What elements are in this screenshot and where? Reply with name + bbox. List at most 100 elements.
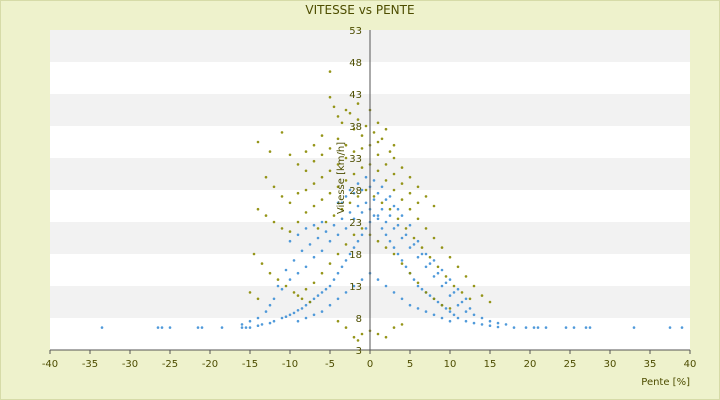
- point-series-2: [272, 220, 276, 224]
- point-series-2: [356, 339, 360, 342]
- point-series-1: [360, 278, 364, 281]
- point-series-2: [344, 326, 348, 329]
- point-series-1: [372, 179, 376, 182]
- point-series-1: [240, 323, 244, 326]
- point-series-1: [100, 326, 104, 329]
- point-series-1: [468, 307, 472, 310]
- point-series-2: [312, 143, 316, 147]
- point-series-2: [364, 188, 368, 192]
- point-series-2: [448, 307, 452, 310]
- point-series-2: [352, 172, 356, 176]
- point-series-1: [276, 284, 280, 288]
- x-tick-label: -30: [122, 359, 138, 370]
- x-axis-label: Pente [%]: [641, 377, 690, 388]
- point-series-1: [388, 214, 392, 217]
- point-series-2: [432, 204, 436, 208]
- point-series-1: [584, 326, 588, 329]
- point-series-2: [256, 297, 260, 301]
- point-series-1: [384, 233, 388, 237]
- point-series-1: [564, 326, 568, 329]
- point-series-1: [360, 188, 364, 192]
- point-series-2: [336, 319, 340, 323]
- point-series-1: [388, 239, 392, 243]
- point-series-2: [376, 121, 380, 125]
- point-series-1: [380, 185, 384, 189]
- point-series-2: [472, 284, 476, 288]
- point-series-1: [200, 326, 204, 329]
- point-series-2: [416, 281, 420, 285]
- point-series-2: [380, 137, 384, 141]
- point-series-1: [544, 326, 548, 329]
- point-series-1: [248, 319, 252, 323]
- point-series-1: [344, 195, 348, 198]
- point-series-2: [328, 169, 332, 173]
- point-series-2: [308, 300, 312, 304]
- point-series-1: [420, 287, 424, 291]
- point-series-2: [320, 134, 324, 137]
- y-tick-label: 18: [349, 250, 362, 261]
- point-series-2: [304, 169, 308, 173]
- point-series-2: [260, 262, 264, 265]
- y-tick-label: 48: [349, 58, 362, 69]
- y-tick-label: 38: [349, 122, 362, 133]
- point-series-1: [428, 294, 432, 297]
- point-series-1: [572, 326, 576, 329]
- point-series-1: [352, 191, 356, 195]
- point-series-2: [388, 207, 392, 211]
- point-series-1: [244, 326, 248, 329]
- point-series-1: [348, 211, 352, 214]
- point-series-2: [268, 150, 272, 153]
- point-series-2: [256, 140, 260, 144]
- data-points: [100, 70, 684, 342]
- point-series-1: [320, 310, 324, 313]
- point-series-2: [388, 150, 392, 153]
- y-tick-label: 53: [349, 26, 362, 37]
- point-series-2: [360, 227, 364, 230]
- point-series-1: [532, 326, 536, 329]
- point-series-2: [352, 127, 356, 131]
- point-series-2: [392, 326, 396, 329]
- point-series-1: [332, 278, 336, 281]
- point-series-1: [512, 326, 516, 329]
- point-series-2: [460, 291, 464, 294]
- point-series-1: [388, 195, 392, 198]
- point-series-1: [588, 326, 592, 329]
- point-series-2: [312, 182, 316, 185]
- point-series-2: [352, 150, 356, 153]
- point-series-1: [404, 265, 408, 269]
- point-series-2: [400, 182, 404, 185]
- point-series-1: [380, 207, 384, 211]
- point-series-1: [404, 233, 408, 237]
- point-series-1: [316, 294, 320, 297]
- point-series-2: [340, 207, 344, 211]
- point-series-1: [456, 316, 460, 320]
- point-series-1: [156, 326, 160, 329]
- point-series-1: [304, 227, 308, 230]
- point-series-1: [416, 284, 420, 288]
- y-tick-label: 3: [356, 346, 362, 357]
- x-tick-label: 15: [484, 359, 497, 370]
- x-tick-label: -40: [42, 359, 58, 370]
- point-series-1: [248, 326, 252, 329]
- point-series-2: [432, 297, 436, 301]
- point-series-1: [196, 326, 200, 329]
- point-series-1: [356, 182, 360, 185]
- point-series-1: [336, 297, 340, 301]
- point-series-2: [288, 153, 292, 157]
- y-tick-label: 8: [356, 314, 362, 325]
- point-series-2: [288, 230, 292, 233]
- point-series-1: [344, 259, 348, 262]
- point-series-2: [440, 246, 444, 249]
- point-series-2: [436, 265, 440, 269]
- point-series-1: [296, 309, 300, 312]
- point-series-1: [668, 326, 672, 329]
- point-series-1: [264, 310, 268, 313]
- point-series-2: [400, 262, 404, 265]
- point-series-2: [424, 227, 428, 230]
- point-series-1: [412, 278, 416, 281]
- point-series-1: [348, 252, 352, 256]
- point-series-1: [408, 303, 412, 307]
- point-series-1: [480, 323, 484, 326]
- point-series-2: [412, 236, 416, 240]
